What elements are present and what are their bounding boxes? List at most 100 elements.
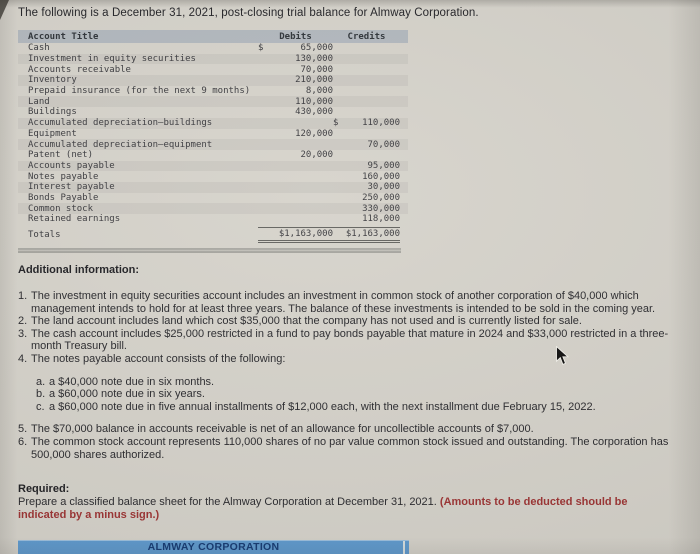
account-title-cell: Retained earnings <box>28 214 121 225</box>
credit-cell: 70,000 <box>367 139 400 150</box>
table-row: Retained earnings 118,000 <box>18 214 408 225</box>
table-row: Accumulated depreciation–equipment 70,000 <box>18 139 408 150</box>
list-item-number: a. <box>36 375 46 388</box>
list-item-text: a $40,000 note due in six months. <box>49 375 215 388</box>
list-item-number: 3. <box>18 327 28 340</box>
account-title-cell: Accumulated depreciation–buildings <box>28 118 213 129</box>
totals-label: Totals <box>28 229 61 240</box>
list-item: 4. The notes payable account consists of … <box>18 353 682 366</box>
credit-cell: 95,000 <box>367 160 400 171</box>
debit-cell: 20,000 <box>300 150 333 161</box>
table-row: Equipment 120,000 <box>18 129 408 140</box>
totals-debit: $1,163,000 <box>258 226 333 243</box>
table-row: Common stock 330,000 <box>18 203 408 214</box>
list-item-number: 2. <box>18 315 28 328</box>
required-text-normal: Prepare a classified balance sheet for t… <box>18 496 440 508</box>
notes-payable-sublist: a. a $40,000 note due in six months. b. a $… <box>36 376 682 414</box>
table-row: Prepaid insurance (for the next 9 months… <box>18 86 408 97</box>
list-item: 6. The common stock account represents 11… <box>18 436 682 461</box>
table-row: Land 110,000 <box>18 96 408 108</box>
table-row: Buildings 430,000 <box>18 107 408 118</box>
debit-cell: 110,000 <box>295 96 333 107</box>
trial-balance-body: Cash $65,000 Investment in equity securiti… <box>18 43 408 225</box>
list-item: b. a $60,000 note due in six years. <box>36 388 682 401</box>
list-item-text: The cash account includes $25,000 restri… <box>31 327 669 353</box>
table-header-row: Account Title Debits Credits <box>18 30 408 43</box>
account-title-cell: Accounts payable <box>28 160 115 171</box>
totals-row: Totals $1,163,000 $1,163,000 <box>18 226 408 243</box>
account-title-cell: Accumulated depreciation–equipment <box>28 139 213 150</box>
credit-cell: 160,000 <box>362 171 400 182</box>
additional-info-list-main: 1. The investment in equity securities ac… <box>18 290 682 366</box>
trial-balance-table: Account Title Debits Credits Cash $65,000… <box>18 30 408 253</box>
account-title-cell: Prepaid insurance (for the next 9 months… <box>28 86 251 97</box>
account-title-cell: Equipment <box>28 128 77 139</box>
mouse-cursor-icon <box>556 345 570 371</box>
credit-cell: 30,000 <box>367 182 400 193</box>
account-title-cell: Accounts receivable <box>28 64 131 75</box>
account-title-cell: Investment in equity securities <box>28 54 196 65</box>
totals-credit: $1,163,000 <box>333 226 400 243</box>
worksheet-title-bar: ALMWAY CORPORATION <box>18 540 409 554</box>
list-item: 5. The $70,000 balance in accounts receiv… <box>18 423 682 436</box>
account-title-cell: Buildings <box>28 107 77 118</box>
list-item-text: a $60,000 note due in five annual instal… <box>49 400 596 413</box>
account-title-cell: Common stock <box>28 203 94 214</box>
problem-statement: The following is a December 31, 2021, po… <box>18 7 479 19</box>
required-section: Required: Prepare a classified balance s… <box>18 483 678 522</box>
credit-cell: $110,000 <box>333 118 400 129</box>
list-item-number: b. <box>36 388 46 401</box>
worksheet-title: ALMWAY CORPORATION <box>147 541 280 553</box>
debit-cell: 70,000 <box>300 64 333 75</box>
list-item-number: 6. <box>18 435 28 448</box>
list-item: c. a $60,000 note due in five annual inst… <box>36 401 682 414</box>
list-item-text: The notes payable account consists of th… <box>31 352 286 365</box>
account-title-cell: Inventory <box>28 75 77 86</box>
debit-cell: 130,000 <box>295 54 333 65</box>
debit-cell: 8,000 <box>305 86 333 97</box>
list-item-text: The investment in equity securities acco… <box>31 290 656 315</box>
debit-cell: $65,000 <box>258 43 333 54</box>
table-row: Accounts payable 95,000 <box>18 160 408 172</box>
account-title-cell: Bonds Payable <box>28 192 99 203</box>
additional-info-list-tail: 5. The $70,000 balance in accounts receiv… <box>18 423 682 461</box>
photo-corner-artifact <box>0 0 9 20</box>
list-item-number: c. <box>36 400 45 413</box>
table-bottom-divider <box>18 247 401 253</box>
table-row: Bonds Payable 250,000 <box>18 193 408 204</box>
table-row: Notes payable 160,000 <box>18 171 408 182</box>
credit-cell: 118,000 <box>362 214 400 225</box>
credit-cell: 250,000 <box>362 192 400 203</box>
col-header-account-title: Account Title <box>28 31 99 42</box>
required-heading: Required: <box>18 483 70 495</box>
account-title-cell: Land <box>28 96 50 107</box>
account-title-cell: Notes payable <box>28 171 99 182</box>
list-item-text: The common stock account represents 110,… <box>31 435 669 461</box>
account-title-cell: Interest payable <box>28 182 115 193</box>
table-row: Interest payable 30,000 <box>18 181 408 193</box>
col-header-credits: Credits <box>347 31 386 42</box>
table-row: Inventory 210,000 <box>18 75 408 86</box>
list-item: 3. The cash account includes $25,000 rest… <box>18 328 682 353</box>
list-item-number: 1. <box>18 290 28 302</box>
table-row: Patent (net) 20,000 <box>18 150 408 161</box>
list-item: 2. The land account includes land which c… <box>18 315 682 328</box>
debit-cell: 120,000 <box>295 128 333 139</box>
account-title-cell: Patent (net) <box>28 150 94 161</box>
required-text: Prepare a classified balance sheet for t… <box>18 496 670 522</box>
table-row: Cash $65,000 <box>18 43 408 54</box>
list-item-text: The land account includes land which cos… <box>31 315 582 328</box>
list-item-text: a $60,000 note due in six years. <box>49 388 205 401</box>
credit-cell: 330,000 <box>362 203 400 214</box>
required-text-emphasis: (Amounts to be deducted should be indica… <box>18 496 628 521</box>
list-item-number: 5. <box>18 423 28 436</box>
additional-information-section: Additional information: 1. The investment… <box>18 264 682 461</box>
table-row: Accumulated depreciation–buildings $110,0… <box>18 117 408 129</box>
additional-information-heading: Additional information: <box>18 264 139 276</box>
list-item: a. a $40,000 note due in six months. <box>36 376 682 389</box>
debit-cell: 430,000 <box>295 107 333 118</box>
table-row: Investment in equity securities 130,000 <box>18 53 408 65</box>
list-item-text: The $70,000 balance in accounts receivab… <box>31 423 534 436</box>
list-item: 1. The investment in equity securities ac… <box>18 290 682 315</box>
